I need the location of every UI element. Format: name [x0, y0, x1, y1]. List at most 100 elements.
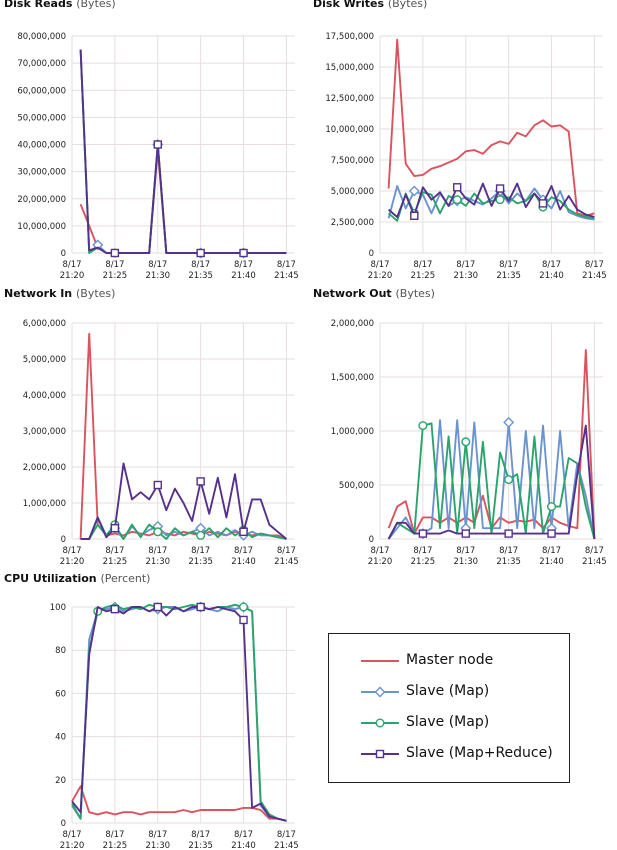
y-tick-label: 2,500,000: [331, 218, 374, 228]
data-point-map2: [547, 502, 557, 512]
x-tick-label: 21:20: [368, 271, 393, 281]
data-point-map2: [461, 437, 471, 447]
data-point-map2: [239, 602, 249, 612]
x-tick-label: 8/17: [277, 830, 296, 840]
x-tick-label: 8/17: [413, 260, 432, 270]
y-tick-label: 1,000,000: [23, 499, 66, 509]
network-out-title: Network Out (Bytes): [313, 287, 435, 300]
y-tick-label: 10,000,000: [17, 222, 66, 232]
x-tick-label: 8/17: [148, 830, 167, 840]
data-point-mapred: [418, 529, 428, 538]
legend-marker: [374, 686, 386, 698]
legend-item-slave-map-2: Slave (Map): [329, 708, 569, 738]
y-tick-label: 0: [369, 535, 374, 545]
x-tick-label: 21:25: [103, 841, 128, 850]
data-point-map2: [196, 530, 206, 540]
x-tick-label: 8/17: [585, 260, 604, 270]
legend-swatch-mapred: [361, 749, 399, 759]
y-tick-label: 2,000,000: [23, 463, 66, 473]
x-tick-label: 8/17: [234, 546, 253, 556]
x-tick-label: 21:45: [582, 557, 607, 567]
x-tick-label: 21:40: [539, 271, 564, 281]
x-tick-label: 21:30: [454, 271, 479, 281]
series-line-map2: [387, 191, 595, 222]
y-tick-label: 70,000,000: [17, 59, 66, 69]
y-tick-label: 17,500,000: [325, 32, 374, 42]
x-tick-label: 21:25: [411, 271, 436, 281]
x-tick-label: 8/17: [191, 830, 210, 840]
data-point-map2: [418, 421, 428, 431]
legend-label: Slave (Map): [406, 683, 490, 699]
y-tick-label: 5,000,000: [23, 355, 66, 365]
x-tick-label: 8/17: [542, 546, 561, 556]
x-tick-label: 21:20: [60, 841, 85, 850]
legend-item-slave-map-reduce: Slave (Map+Reduce): [329, 739, 569, 769]
x-tick-label: 8/17: [148, 546, 167, 556]
x-tick-label: 21:40: [231, 841, 256, 850]
x-tick-label: 8/17: [105, 260, 124, 270]
y-tick-label: 0: [61, 535, 66, 545]
x-tick-label: 8/17: [370, 260, 389, 270]
y-tick-label: 40: [55, 733, 66, 743]
x-tick-label: 8/17: [277, 546, 296, 556]
x-tick-label: 8/17: [234, 260, 253, 270]
x-tick-label: 21:20: [60, 557, 85, 567]
x-tick-label: 8/17: [413, 546, 432, 556]
legend-item-master-node: Master node: [329, 646, 569, 676]
data-point-mapred: [410, 211, 419, 221]
y-tick-label: 7,500,000: [331, 156, 374, 166]
data-point-mapred: [239, 527, 248, 536]
y-tick-label: 80,000,000: [17, 32, 66, 42]
y-tick-label: 60,000,000: [17, 86, 66, 96]
y-tick-label: 6,000,000: [23, 319, 66, 329]
data-point-mapred: [196, 602, 205, 612]
x-tick-label: 8/17: [456, 260, 475, 270]
x-tick-label: 8/17: [456, 546, 475, 556]
x-tick-label: 21:30: [146, 271, 171, 281]
data-point-map2: [504, 475, 514, 485]
x-tick-label: 8/17: [105, 830, 124, 840]
x-tick-label: 21:35: [496, 557, 521, 567]
series-line-mapred: [71, 606, 287, 822]
y-tick-label: 4,000,000: [23, 391, 66, 401]
y-tick-label: 100: [50, 603, 66, 613]
disk-writes-title: Disk Writes (Bytes): [313, 0, 428, 10]
data-point-mapred: [461, 529, 470, 538]
data-point-mapred: [452, 183, 462, 192]
data-point-map2: [153, 527, 163, 537]
x-tick-label: 21:40: [231, 557, 256, 567]
legend-swatch-master: [361, 660, 399, 662]
y-tick-label: 0: [61, 249, 66, 259]
series-line-map2: [71, 603, 287, 822]
x-tick-label: 8/17: [542, 260, 561, 270]
data-point-mapred: [239, 248, 248, 258]
x-tick-label: 8/17: [105, 546, 124, 556]
y-tick-label: 10,000,000: [325, 125, 374, 135]
data-point-mapred: [504, 529, 513, 538]
data-point-map1: [408, 185, 420, 197]
x-tick-label: 8/17: [62, 546, 81, 556]
x-tick-label: 21:45: [274, 271, 299, 281]
x-tick-label: 21:35: [188, 271, 213, 281]
x-tick-label: 8/17: [191, 260, 210, 270]
series-line-mapred: [387, 182, 595, 218]
x-tick-label: 8/17: [277, 260, 296, 270]
y-tick-label: 20: [55, 776, 66, 786]
x-tick-label: 21:25: [411, 557, 436, 567]
data-point-map2: [452, 195, 462, 205]
data-point-mapred: [153, 602, 162, 612]
y-tick-label: 15,000,000: [325, 63, 374, 73]
y-tick-label: 1,000,000: [331, 427, 374, 437]
data-point-mapred: [110, 248, 120, 258]
y-tick-label: 5,000,000: [331, 187, 374, 197]
data-point-mapred: [538, 199, 548, 208]
legend-item-slave-map-1: Slave (Map): [329, 677, 569, 707]
x-tick-label: 21:35: [496, 271, 521, 281]
x-tick-label: 21:30: [146, 841, 171, 850]
network-in-title: Network In (Bytes): [4, 287, 116, 300]
legend-label: Slave (Map): [406, 714, 490, 730]
